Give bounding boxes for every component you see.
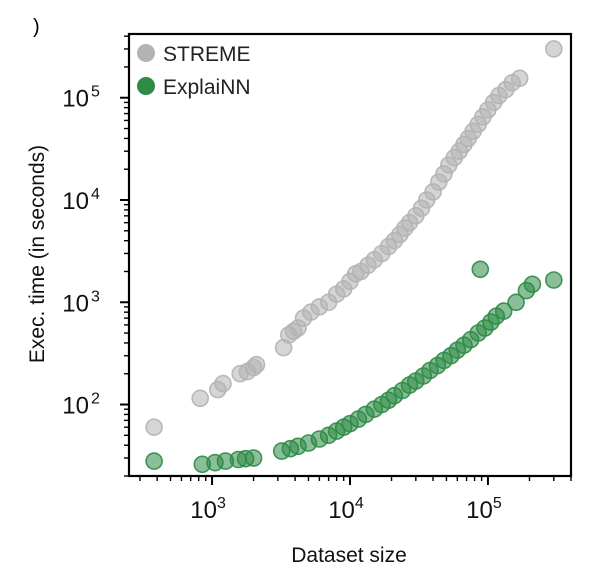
x-tick-label: 104 [328, 495, 364, 524]
y-tick-label: 10 [62, 188, 89, 215]
data-point-streme [214, 374, 232, 393]
legend-marker-streme [137, 44, 155, 62]
data-point-streme [191, 389, 209, 408]
y-tick-label: 10 [62, 393, 89, 420]
data-point-explainn [523, 275, 542, 294]
legend-label-streme: STREME [163, 43, 251, 66]
data-points [145, 40, 563, 474]
data-point-streme [247, 355, 266, 374]
data-point-explainn [544, 271, 563, 289]
data-point-streme [145, 418, 163, 437]
legend-marker-explainn [137, 77, 155, 95]
y-tick-exponent: 3 [91, 288, 100, 305]
data-point-explainn [471, 260, 490, 279]
panel-label: ) [33, 16, 40, 38]
y-tick-label: 10 [62, 86, 89, 113]
data-point-explainn [145, 452, 163, 470]
data-point-explainn [494, 302, 513, 320]
data-point-explainn [244, 449, 263, 467]
y-axis-title: Exec. time (in seconds) [26, 145, 49, 363]
legend-label-explainn: ExplaiNN [163, 76, 251, 99]
data-point-explainn [507, 293, 525, 312]
data-point-streme [544, 40, 563, 58]
x-axis-title: Dataset size [291, 544, 407, 567]
legend: STREME ExplaiNN [137, 43, 251, 99]
y-tick-exponent: 4 [91, 186, 100, 203]
y-tick-label: 10 [62, 290, 89, 317]
data-point-streme [510, 69, 529, 88]
x-tick-label: 103 [190, 495, 226, 524]
x-tick-label: 105 [466, 495, 502, 524]
y-tick-exponent: 5 [91, 84, 100, 101]
y-tick-exponent: 2 [91, 391, 100, 408]
